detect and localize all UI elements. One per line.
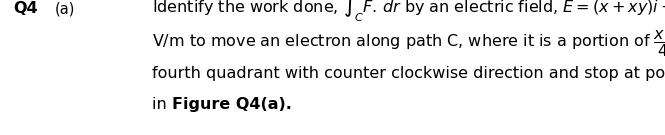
Text: Figure Q4(a).: Figure Q4(a). [172,97,292,112]
Text: fourth quadrant with counter clockwise direction and stop at position (0, 0, 2) : fourth quadrant with counter clockwise d… [152,66,665,81]
Text: V/m to move an electron along path C, where it is a portion of $\dfrac{x^2}{4} +: V/m to move an electron along path C, wh… [152,20,665,59]
Text: Q4: Q4 [13,1,38,16]
Text: (a): (a) [55,1,75,16]
Text: in: in [152,97,172,112]
Text: Identify the work done, $\int_C \vec{F}.\,\overrightarrow{dr}$ by an electric fi: Identify the work done, $\int_C \vec{F}.… [152,0,665,24]
